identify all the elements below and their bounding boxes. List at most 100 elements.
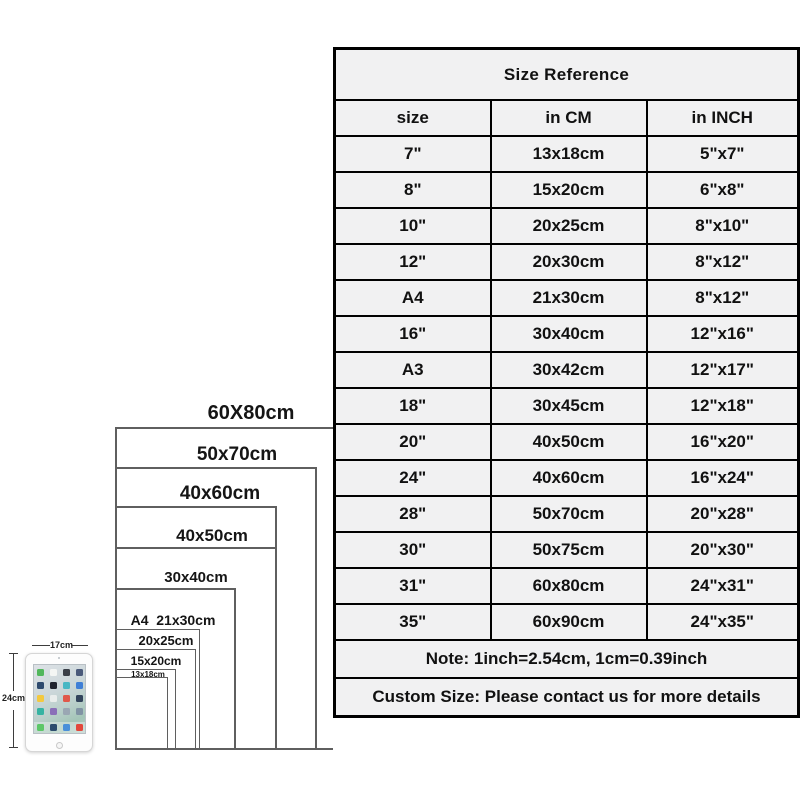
size-rect-label: 15x20cm	[130, 654, 182, 668]
tablet-height-label: 24cm	[1, 693, 26, 703]
size-cell: 12"x18"	[645, 387, 800, 425]
dock-app-icon	[75, 724, 83, 731]
size-cell: 31"	[333, 567, 492, 605]
size-rect-label: 30x40cm	[164, 569, 228, 586]
app-icon	[76, 682, 83, 689]
size-row: A4 21x30cm 8"x12"	[333, 279, 800, 317]
size-rect-label: 60X80cm	[207, 402, 295, 424]
size-row: 28" 50x70cm 20"x28"	[333, 495, 800, 533]
size-cell: 20"x30"	[645, 531, 800, 569]
size-cell: 20"x28"	[645, 495, 800, 533]
size-cell: 7"	[333, 135, 492, 173]
size-cell: 8"	[333, 171, 492, 209]
size-cell: 50x70cm	[489, 495, 648, 533]
size-cell: 12"x17"	[645, 351, 800, 389]
size-cell: 8"x12"	[645, 279, 800, 317]
size-cell: 20"	[333, 423, 492, 461]
size-cell: 6"x8"	[645, 171, 800, 209]
size-row: 8" 15x20cm 6"x8"	[333, 171, 800, 209]
dock-app-icon	[62, 724, 70, 731]
app-icon	[37, 669, 44, 676]
size-rect-label: 13x18cm	[131, 670, 165, 679]
dock-app-icon	[49, 724, 57, 731]
size-cell: 16"x24"	[645, 459, 800, 497]
app-icon	[37, 695, 44, 702]
app-icon	[63, 708, 70, 715]
conversion-note: Note: 1inch=2.54cm, 1cm=0.39inch	[333, 639, 800, 679]
width-measure-line-left	[32, 645, 50, 646]
size-cell: 8"x12"	[645, 243, 800, 281]
size-rect-label: 20x25cm	[138, 633, 194, 648]
size-row: 10" 20x25cm 8"x10"	[333, 207, 800, 245]
size-rect-label: 40x50cm	[176, 526, 248, 545]
height-measure-line-top	[13, 653, 14, 691]
size-cell: 12"	[333, 243, 492, 281]
size-cell: 21x30cm	[489, 279, 648, 317]
size-cell: 50x75cm	[489, 531, 648, 569]
size-cell: 8"x10"	[645, 207, 800, 245]
conversion-note-row: Note: 1inch=2.54cm, 1cm=0.39inch	[333, 639, 800, 679]
tablet-camera-icon	[58, 657, 60, 659]
col-header-inch: in INCH	[645, 99, 800, 137]
size-cell: 15x20cm	[489, 171, 648, 209]
app-icon	[63, 682, 70, 689]
size-cell: 20x30cm	[489, 243, 648, 281]
custom-size-row: Custom Size: Please contact us for more …	[333, 677, 800, 718]
size-row: 16" 30x40cm 12"x16"	[333, 315, 800, 353]
size-cell: 5"x7"	[645, 135, 800, 173]
app-icon	[76, 708, 83, 715]
app-icon	[37, 708, 44, 715]
size-row: 7" 13x18cm 5"x7"	[333, 135, 800, 173]
size-cell: 30x45cm	[489, 387, 648, 425]
table-title-row: Size Reference	[333, 47, 800, 101]
app-icon	[76, 669, 83, 676]
app-icon	[76, 695, 83, 702]
size-row: 30" 50x75cm 20"x30"	[333, 531, 800, 569]
tablet-app-icon-grid	[37, 669, 83, 715]
app-icon	[37, 682, 44, 689]
size-cell: A3	[333, 351, 492, 389]
tablet-dock	[34, 722, 85, 733]
size-rect	[115, 677, 168, 750]
col-header-size: size	[333, 99, 492, 137]
size-cell: 18"	[333, 387, 492, 425]
dock-app-icon	[36, 724, 44, 731]
size-rect-label: 50x70cm	[196, 444, 278, 465]
tablet-home-button-icon	[56, 742, 63, 749]
size-cell: 30"	[333, 531, 492, 569]
size-row: A3 30x42cm 12"x17"	[333, 351, 800, 389]
size-row: 31" 60x80cm 24"x31"	[333, 567, 800, 605]
col-header-cm: in CM	[489, 99, 648, 137]
size-rect-label: A4 21x30cm	[130, 612, 216, 628]
app-icon	[50, 708, 57, 715]
size-cell: 24"x35"	[645, 603, 800, 641]
size-cell: A4	[333, 279, 492, 317]
size-cell: 60x80cm	[489, 567, 648, 605]
table-title: Size Reference	[333, 47, 800, 101]
size-row: 24" 40x60cm 16"x24"	[333, 459, 800, 497]
size-cell: 24"x31"	[645, 567, 800, 605]
size-cell: 20x25cm	[489, 207, 648, 245]
app-icon	[63, 695, 70, 702]
size-cell: 28"	[333, 495, 492, 533]
app-icon	[50, 695, 57, 702]
size-cell: 12"x16"	[645, 315, 800, 353]
size-row: 20" 40x50cm 16"x20"	[333, 423, 800, 461]
size-row: 12" 20x30cm 8"x12"	[333, 243, 800, 281]
tablet-width-label: 17cm	[50, 640, 74, 650]
width-measure-line-right	[71, 645, 88, 646]
height-measure-line-bottom	[13, 710, 14, 748]
tablet-screen	[33, 664, 86, 734]
size-cell: 30x42cm	[489, 351, 648, 389]
size-cell: 40x50cm	[489, 423, 648, 461]
app-icon	[63, 669, 70, 676]
size-cell: 35"	[333, 603, 492, 641]
size-row: 18" 30x45cm 12"x18"	[333, 387, 800, 425]
size-cell: 16"x20"	[645, 423, 800, 461]
height-measure-tick-bottom	[9, 747, 18, 748]
app-icon	[50, 669, 57, 676]
size-cell: 16"	[333, 315, 492, 353]
size-rect-label: 40x60cm	[179, 483, 261, 504]
size-cell: 60x90cm	[489, 603, 648, 641]
